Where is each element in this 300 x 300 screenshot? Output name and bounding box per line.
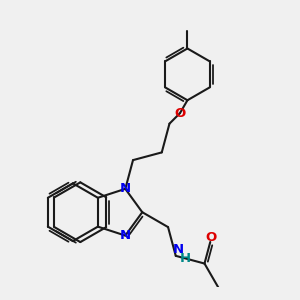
Text: H: H (180, 252, 191, 265)
Text: N: N (120, 182, 131, 195)
Text: O: O (174, 106, 186, 120)
Text: N: N (173, 243, 184, 256)
Text: O: O (206, 232, 217, 244)
Text: N: N (120, 229, 131, 242)
